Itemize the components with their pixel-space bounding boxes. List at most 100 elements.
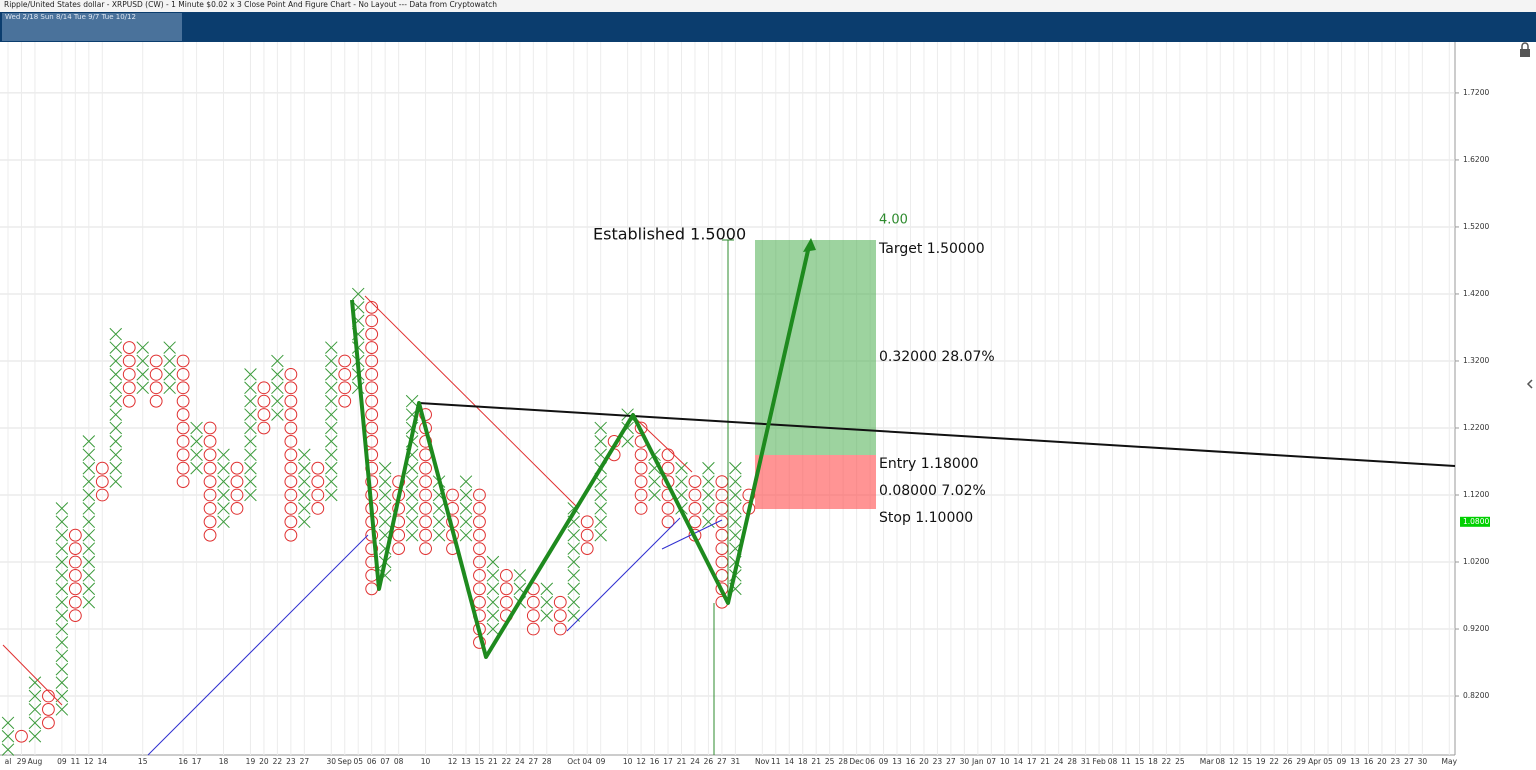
o-box — [526, 595, 540, 609]
o-box — [419, 515, 432, 529]
x-box — [325, 354, 338, 368]
x-tick-label: 11 — [71, 757, 81, 766]
x-tick-label: 11 — [771, 757, 781, 766]
x-box — [298, 515, 311, 529]
x-tick-label: 24 — [515, 757, 525, 766]
navigator[interactable] — [0, 12, 1536, 42]
x-box — [459, 502, 473, 515]
x-box — [432, 515, 446, 529]
o-box — [203, 501, 217, 515]
o-box — [95, 461, 109, 475]
o-box — [230, 475, 244, 488]
x-box — [594, 421, 607, 435]
x-box — [55, 502, 69, 515]
y-tick-label: 0.9200 — [1463, 624, 1489, 633]
o-column — [42, 689, 55, 730]
x-box — [55, 595, 69, 609]
x-tick-label: 28 — [1067, 757, 1077, 766]
o-column — [257, 381, 271, 435]
x-box — [136, 368, 149, 381]
x-box — [82, 448, 96, 462]
o-box — [553, 609, 567, 623]
x-tick-label: 27 — [946, 757, 956, 766]
o-column — [311, 461, 325, 515]
o-box — [473, 501, 486, 515]
x-tick-label: 10 — [623, 757, 633, 766]
x-box — [271, 408, 284, 421]
x-box — [405, 461, 419, 475]
x-tick-label: 12 — [84, 757, 94, 766]
x-tick-label: 22 — [273, 757, 283, 766]
x-box — [648, 475, 661, 488]
o-box — [203, 488, 217, 502]
trendline — [147, 534, 369, 756]
reward-label: 0.32000 28.07% — [879, 349, 995, 365]
x-tick-label: 21 — [677, 757, 687, 766]
x-box — [567, 555, 580, 569]
x-box — [55, 515, 69, 529]
x-tick-label: 18 — [798, 757, 808, 766]
o-box — [257, 408, 271, 421]
x-tick-label: 21 — [488, 757, 498, 766]
o-box — [311, 488, 325, 502]
o-box — [473, 542, 486, 556]
lock-icon[interactable] — [1520, 42, 1530, 57]
o-box — [284, 367, 298, 381]
o-box — [203, 421, 217, 435]
o-column — [68, 528, 82, 623]
o-box — [499, 595, 513, 609]
x-box — [702, 488, 715, 502]
x-box — [648, 488, 661, 502]
x-box — [244, 368, 257, 381]
x-box — [271, 394, 284, 408]
o-box — [284, 434, 298, 448]
x-box — [621, 435, 634, 448]
o-box — [473, 555, 486, 569]
x-tick-label: 08 — [1216, 757, 1226, 766]
x-box — [82, 528, 96, 542]
x-box — [729, 502, 742, 515]
x-tick-label: 09 — [57, 757, 67, 766]
navigator-window[interactable] — [2, 13, 182, 41]
collapse-icon[interactable] — [1526, 379, 1533, 389]
o-box — [392, 542, 406, 556]
x-box — [675, 475, 688, 488]
o-box — [203, 475, 217, 488]
x-tick-label: 27 — [717, 757, 727, 766]
o-box — [311, 475, 325, 488]
x-tick-label: 19 — [246, 757, 256, 766]
x-tick-label: 25 — [825, 757, 835, 766]
x-box — [540, 595, 554, 609]
x-tick-label: 27 — [529, 757, 539, 766]
o-box — [203, 448, 217, 462]
x-tick-label: 19 — [1256, 757, 1266, 766]
o-box — [311, 461, 325, 475]
x-box — [567, 595, 580, 609]
x-box — [55, 555, 69, 569]
x-box — [244, 435, 257, 448]
o-box — [473, 488, 486, 502]
x-box — [432, 528, 446, 542]
x-box — [109, 394, 123, 408]
x-column — [217, 448, 230, 529]
neckline — [418, 402, 1456, 467]
ratio-label: 4.00 — [879, 213, 908, 228]
x-tick-label: 16 — [178, 757, 188, 766]
x-box — [729, 515, 742, 529]
o-box — [68, 595, 82, 609]
x-box — [136, 354, 149, 368]
o-box — [634, 461, 648, 475]
o-box — [68, 582, 82, 596]
x-box — [244, 488, 257, 502]
x-tick-label: 09 — [596, 757, 606, 766]
x-box — [28, 676, 42, 689]
o-box — [526, 622, 540, 636]
x-tick-label: 11 — [1121, 757, 1131, 766]
x-tick-label: 10 — [421, 757, 431, 766]
o-box — [473, 515, 486, 529]
x-tick-label: al — [5, 757, 12, 766]
x-column — [55, 502, 69, 716]
x-box — [55, 676, 69, 689]
x-box — [378, 502, 392, 515]
x-box — [55, 622, 69, 636]
